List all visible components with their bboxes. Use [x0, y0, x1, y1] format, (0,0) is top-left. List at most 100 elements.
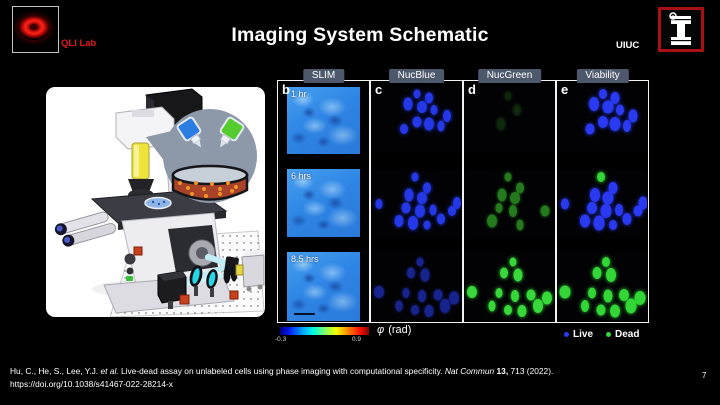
eyepieces: [54, 211, 117, 247]
cell-nucleus: [500, 267, 509, 279]
cell-nucleus: [580, 299, 589, 312]
cell-nucleus: [467, 286, 478, 299]
cell-nucleus: [602, 256, 611, 267]
cell-nucleus: [495, 288, 503, 299]
cell-nucleus: [602, 100, 614, 114]
cell-nucleus: [513, 268, 523, 282]
cell-nucleus: [433, 289, 443, 301]
cell-nucleus: [416, 191, 427, 204]
cell-nucleus: [600, 204, 612, 219]
cell-nucleus: [412, 116, 421, 128]
cell-nucleus: [516, 182, 525, 194]
panel-column-nucblue: NucBlue c: [370, 69, 463, 323]
legend-live-label: Live: [573, 329, 594, 340]
cell-nucleus: [448, 206, 457, 217]
illinois-i-icon: [669, 11, 691, 45]
cell-nucleus: [423, 117, 434, 131]
cell-nucleus: [606, 268, 617, 283]
cell-nucleus: [618, 288, 629, 301]
camera-box: [235, 249, 265, 292]
cell-nucleus: [593, 215, 605, 231]
nucblue-image-1: [372, 87, 461, 154]
column-header-chip: NucGreen: [477, 69, 542, 83]
cell-nucleus: [602, 191, 614, 205]
cell-nucleus: [423, 182, 432, 194]
cell-nucleus: [495, 203, 503, 214]
cell-nucleus: [509, 191, 520, 204]
colorbar-axis-label: φ (rad): [377, 324, 412, 336]
cell-nucleus: [633, 205, 643, 217]
nucblue-image-2: [372, 169, 461, 237]
cell-nucleus: [586, 202, 597, 215]
cell-nucleus: [424, 305, 434, 318]
cell-nucleus: [415, 204, 426, 218]
cell-nucleus: [509, 205, 518, 218]
qli-lab-logo: [12, 6, 59, 53]
microscope-schematic: [46, 87, 265, 317]
slide-title: Imaging System Schematic: [231, 24, 489, 46]
colorbar-min-label: -0.3: [275, 336, 287, 343]
nucgreen-image-1: [465, 87, 554, 154]
cell-nucleus: [638, 196, 647, 210]
cell-nucleus: [424, 92, 433, 104]
petri-dish: [171, 164, 249, 201]
panel-column-viability: Viability e: [556, 69, 649, 323]
cell-nucleus: [598, 88, 607, 99]
timelapse-panel-grid: SLIM b 1 hr 6 hrs 8.5 hrs NucBlue c NucGreen d Vi…: [277, 69, 649, 323]
cell-nucleus: [401, 202, 411, 214]
cell-nucleus: [597, 115, 608, 128]
time-label: 1 hr: [291, 89, 307, 99]
cell-nucleus: [610, 91, 620, 104]
cell-nucleus: [416, 257, 424, 267]
nucgreen-image-2: [465, 169, 554, 237]
cell-nucleus: [603, 289, 613, 303]
panel-letter: e: [561, 82, 569, 97]
cell-nucleus: [540, 205, 550, 217]
dye-bottle-blue: [176, 116, 202, 148]
citation-doi: https://doi.org/10.1038/s41467-022-28214…: [10, 378, 173, 389]
nucgreen-image-3: [465, 252, 554, 321]
legend-dead-label: Dead: [615, 329, 640, 340]
cell-nucleus: [510, 290, 519, 303]
cell-nucleus: [375, 199, 383, 210]
cell-nucleus: [634, 290, 646, 305]
cell-nucleus: [437, 120, 445, 132]
red-blood-cell-icon: [18, 16, 50, 40]
illinois-logo: [658, 7, 704, 52]
cell-nucleus: [503, 304, 512, 315]
cell-nucleus: [437, 213, 446, 225]
cell-nucleus: [559, 285, 571, 299]
cell-nucleus: [517, 305, 527, 318]
cell-nucleus: [416, 101, 427, 114]
cell-nucleus: [596, 172, 605, 183]
time-label: 8.5 hrs: [291, 254, 319, 264]
cell-nucleus: [417, 290, 426, 303]
lab-name-label: QLI Lab: [61, 38, 97, 49]
cell-nucleus: [622, 213, 632, 226]
slim-image-1: 1 hr: [287, 87, 360, 154]
cell-nucleus: [486, 214, 497, 228]
cell-nucleus: [587, 287, 596, 299]
panel-letter: d: [468, 82, 476, 97]
cell-nucleus: [628, 109, 638, 123]
cell-nucleus: [402, 288, 410, 299]
cell-nucleus: [413, 89, 420, 99]
panel-letter: c: [375, 82, 383, 97]
cell-nucleus: [623, 119, 632, 132]
phase-colorbar: [280, 327, 369, 335]
viability-image-1: [558, 87, 647, 154]
cell-nucleus: [512, 104, 521, 116]
lenses: [189, 265, 218, 297]
viability-image-2: [558, 169, 647, 237]
slim-image-3: 8.5 hrs: [287, 252, 360, 321]
cell-nucleus: [429, 204, 437, 216]
cell-nucleus: [609, 219, 618, 230]
cell-nucleus: [608, 182, 618, 195]
citation: Hu, C., He, S., Lee, Y.J. et al. Live-de…: [10, 366, 554, 389]
cell-nucleus: [420, 268, 430, 282]
legend: Live Dead: [564, 329, 639, 340]
cell-nucleus: [625, 298, 637, 314]
cell-nucleus: [588, 97, 599, 112]
cell-nucleus: [585, 123, 595, 135]
